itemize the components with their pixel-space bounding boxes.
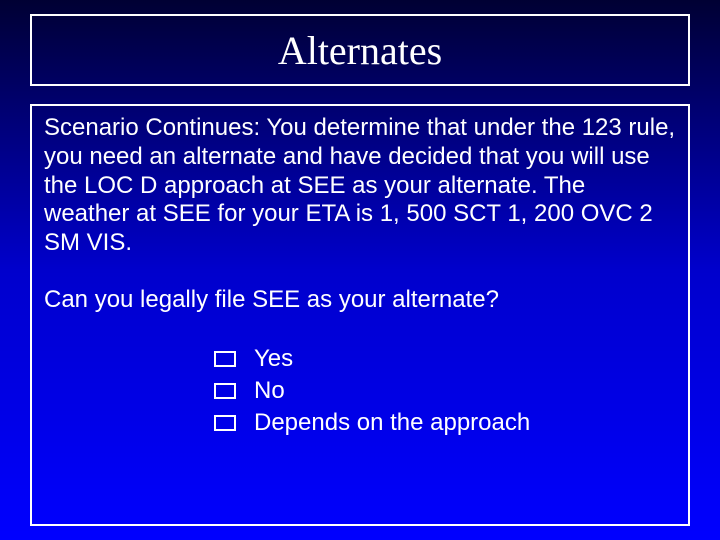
checkbox-icon[interactable] xyxy=(214,415,236,431)
slide-title: Alternates xyxy=(278,27,442,74)
option-label: Yes xyxy=(254,345,293,373)
question-text: Can you legally file SEE as your alterna… xyxy=(44,286,676,315)
option-label: Depends on the approach xyxy=(254,409,530,437)
options-list: Yes No Depends on the approach xyxy=(214,345,676,437)
title-container: Alternates xyxy=(30,14,690,86)
scenario-text: Scenario Continues: You determine that u… xyxy=(44,114,676,258)
option-label: No xyxy=(254,377,285,405)
checkbox-icon[interactable] xyxy=(214,383,236,399)
option-row[interactable]: Yes xyxy=(214,345,676,373)
checkbox-icon[interactable] xyxy=(214,351,236,367)
option-row[interactable]: Depends on the approach xyxy=(214,409,676,437)
body-container: Scenario Continues: You determine that u… xyxy=(30,104,690,526)
option-row[interactable]: No xyxy=(214,377,676,405)
